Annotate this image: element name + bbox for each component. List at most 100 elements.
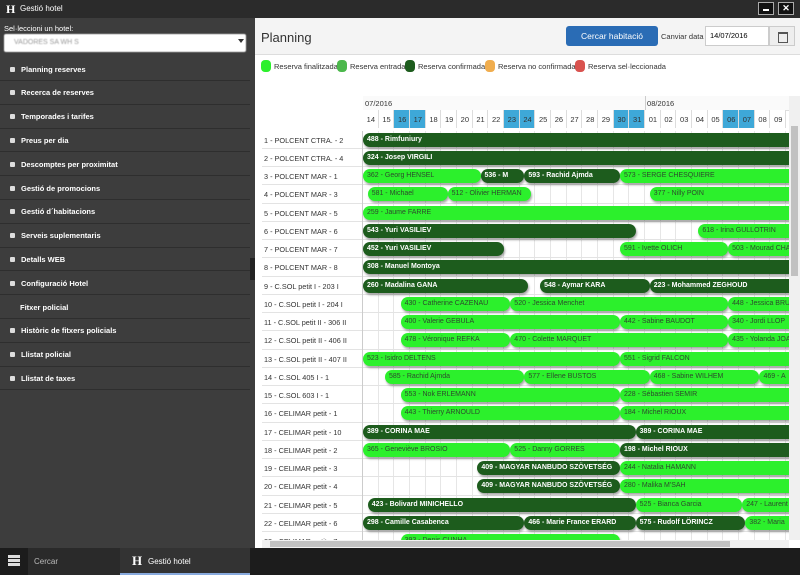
menu-item[interactable]: Configuració Hotel [0, 272, 250, 296]
search-box[interactable]: Cercar [28, 548, 120, 575]
menu-item[interactable]: Temporades i tarifes [0, 106, 250, 129]
menu-item[interactable]: Preus per dia [0, 129, 250, 153]
booking-label: 448 - Jessica BRUNO [732, 299, 789, 307]
row-line [262, 166, 789, 167]
booking-label: 223 - Mohammed ZEGHOUD [653, 281, 748, 289]
booking-bar[interactable]: 389 - CORINA MAE [363, 424, 636, 439]
booking-bar[interactable]: 393 - Denis CUNHA [400, 534, 620, 540]
booking-bar[interactable]: 618 - Irina GULLOTRIN [698, 223, 789, 238]
booking-bar[interactable]: 340 - Jordi LLOP [728, 315, 789, 329]
menu-item[interactable]: Gestió de promocions [0, 177, 250, 200]
booking-bar[interactable]: 260 - Madalina GANA [363, 278, 528, 293]
menu-item[interactable]: Serveis suplementaris [0, 225, 250, 248]
booking-bar[interactable]: 488 - Rimfuniury [363, 132, 789, 147]
menu-item[interactable]: Recerca de reserves [0, 82, 250, 105]
menu-item[interactable]: Llistat de taxes [0, 367, 250, 391]
booking-bar[interactable]: 585 - Rachid Ajmda [384, 369, 525, 384]
close-button[interactable]: ✕ [778, 2, 794, 15]
booking-bar[interactable]: 591 - Ivette OLICH [619, 242, 729, 256]
menu-item[interactable]: Detalls WEB [0, 248, 250, 272]
taskbar-app[interactable]: H Gestió hotel [120, 548, 250, 575]
day-cell [535, 110, 552, 128]
booking-bar[interactable]: 478 - Véronique REFKA [400, 333, 511, 348]
booking-bar[interactable]: 280 - Malika M'SAH [619, 479, 789, 494]
day-label: 26 [554, 115, 564, 124]
hotel-select[interactable]: VADORES SA WH S [4, 34, 246, 52]
booking-bar[interactable]: 247 - Laurent [742, 497, 789, 512]
booking-bar[interactable]: 470 - Colette MARQUET [510, 333, 729, 348]
date-input[interactable]: 14/07/2016 [705, 26, 769, 46]
horizontal-scrollbar[interactable] [262, 540, 789, 548]
booking-bar[interactable]: 409 - MAGYAR NANBUDO SZÖVETSÉG [477, 479, 620, 494]
booking-bar[interactable]: 551 - Sigrid FALCON [619, 351, 789, 366]
menu-item[interactable]: Gestió d´habitacions [0, 201, 250, 224]
booking-bar[interactable]: 553 - Nok ERLEMANN [400, 388, 620, 402]
room-label: 2 - POLCENT CTRA. - 4 [264, 153, 344, 163]
row-line [262, 312, 789, 313]
start-button[interactable] [8, 555, 20, 567]
booking-bar[interactable]: 443 - Thierry ARNOULD [400, 406, 620, 421]
booking-bar[interactable]: 452 - Yuri VASILIEV [363, 242, 505, 256]
booking-bar[interactable]: 466 - Marie France ERARD [524, 515, 636, 530]
booking-bar[interactable]: 469 - A [759, 369, 789, 384]
booking-bar[interactable]: 577 - Ellene BUSTOS [524, 369, 650, 384]
booking-bar[interactable]: 448 - Jessica BRUNO [728, 296, 789, 311]
menu-item[interactable]: Històric de fitxers policials [0, 320, 250, 343]
booking-bar[interactable]: 362 - Georg HENSEL [363, 169, 481, 183]
booking-bar[interactable]: 543 - Yuri VASILIEV [363, 223, 636, 238]
booking-bar[interactable]: 223 - Mohammed ZEGHOUD [649, 278, 789, 293]
booking-bar[interactable]: 259 - Jaume FARRE [363, 205, 789, 220]
booking-bar[interactable]: 575 - Rudolf LÖRINCZ [635, 515, 746, 530]
day-cell [394, 110, 410, 128]
room-label: 3 - POLCENT MAR - 1 [264, 172, 338, 181]
booking-bar[interactable]: 228 - Sébastien SEMIR [619, 388, 789, 402]
booking-bar[interactable]: 400 - Valerie GEBULA [400, 315, 620, 329]
day-cell [582, 110, 599, 128]
menu-item[interactable]: Descomptes per proximitat [0, 153, 250, 177]
booking-bar[interactable]: 409 - MAGYAR NANBUDO SZÖVETSÉG [477, 461, 620, 475]
room-label: 15 - C.SOL 603 I - 1 [264, 391, 330, 400]
booking-bar[interactable]: 435 - Yolanda JOAN [728, 333, 789, 348]
row-line [262, 330, 789, 332]
vertical-scrollbar[interactable] [789, 96, 800, 540]
booking-bar[interactable]: 298 - Camille Casabenca [363, 515, 525, 530]
menu-item[interactable]: Planning reserves [0, 58, 250, 81]
booking-bar[interactable]: 308 - Manuel Montoya [363, 260, 789, 275]
booking-bar[interactable]: 389 - CORINA MAE [635, 424, 789, 439]
day-cell [472, 110, 489, 128]
booking-bar[interactable]: 244 - Natalia HAMANN [619, 461, 789, 475]
room-column-border [362, 130, 363, 540]
booking-bar[interactable]: 536 - M [480, 169, 525, 183]
booking-bar[interactable]: 512 - Olivier HERMAN [447, 187, 531, 202]
booking-bar[interactable]: 573 - SERGE CHESQUIERE [619, 169, 789, 183]
booking-bar[interactable]: 324 - Josep VIRGILI [363, 150, 789, 165]
sidebar: Sel·leccioni un hotel: VADORES SA WH S P… [0, 18, 255, 548]
collapse-handle[interactable] [250, 258, 255, 280]
booking-bar[interactable]: 198 - Michel RIOUX [619, 442, 789, 457]
menu-item[interactable]: Llistat policial [0, 344, 250, 367]
booking-bar[interactable]: 548 - Aymar KARA [540, 278, 650, 293]
booking-bar[interactable]: 430 - Catherine CAZENAU [400, 296, 511, 311]
booking-bar[interactable]: 525 - Danny GORRES [510, 442, 620, 457]
booking-bar[interactable]: 377 - Nilly POIN [649, 187, 789, 202]
booking-bar[interactable]: 468 - Sabine WILHEM [649, 369, 760, 384]
calendar-button[interactable] [769, 26, 795, 46]
menu-item[interactable]: Fitxer policial [0, 296, 250, 319]
booking-bar[interactable]: 593 - Rachid Ajmda [524, 169, 620, 183]
booking-bar[interactable]: 365 - Geneviève BROSIO [363, 442, 511, 457]
booking-bar[interactable]: 525 - Bianca Garcia [635, 497, 743, 512]
booking-bar[interactable]: 423 - Bolivard MINICHELLO [367, 497, 636, 512]
booking-bar[interactable]: 520 - Jessica Menchet [510, 296, 729, 311]
booking-bar[interactable]: 503 - Mourad CHAHIB [728, 242, 789, 256]
booking-bar[interactable]: 442 - Sabine BAUDOT [619, 315, 729, 329]
booking-label: 400 - Valerie GEBULA [404, 318, 475, 325]
booking-bar[interactable]: 382 - Maria [745, 515, 789, 530]
minimize-button[interactable] [758, 2, 774, 15]
room-label: 16 - CELIMAR petit - 1 [264, 409, 338, 419]
row-line [262, 439, 789, 441]
booking-bar[interactable]: 581 - Michael [367, 187, 448, 202]
search-room-button[interactable]: Cercar habitació [566, 26, 658, 46]
booking-bar[interactable]: 523 - Isidro DELTENS [363, 351, 620, 366]
booking-bar[interactable]: 184 - Michel RIOUX [619, 406, 789, 421]
